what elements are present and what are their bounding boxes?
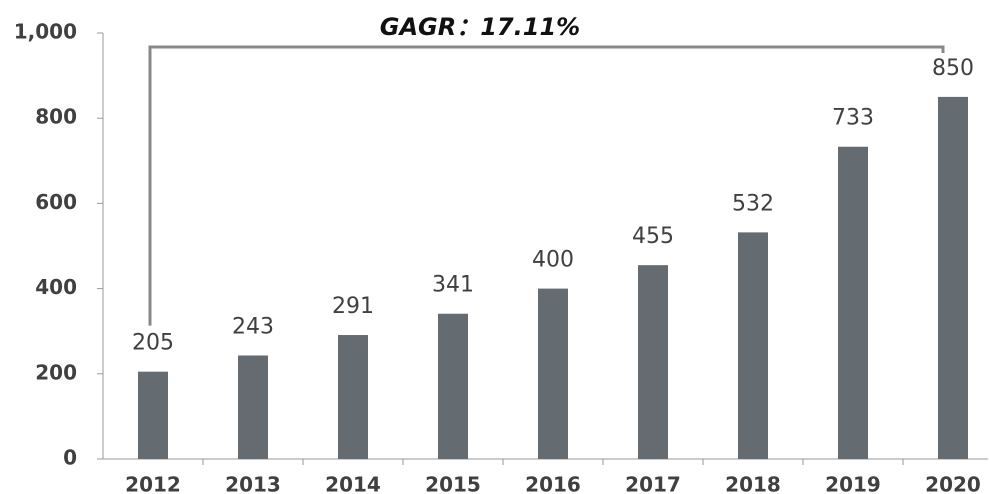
- value-label: 455: [632, 224, 674, 249]
- value-label: 291: [332, 294, 374, 319]
- x-tick-label: 2013: [225, 473, 281, 494]
- y-tick-label: 200: [35, 360, 77, 384]
- value-label: 850: [932, 56, 974, 81]
- bar: [838, 146, 868, 459]
- x-tick-label: 2015: [425, 473, 481, 494]
- value-label: 243: [232, 314, 274, 339]
- cagr-bracket: [148, 45, 945, 326]
- value-label: 205: [132, 331, 174, 356]
- x-tick-label: 2012: [125, 473, 181, 494]
- bar: [638, 265, 668, 459]
- y-tick-label: 600: [35, 190, 77, 214]
- bar: [238, 355, 268, 459]
- x-tick-label: 2017: [625, 473, 681, 494]
- x-tick-label: 2014: [325, 473, 381, 494]
- x-tick-label: 2020: [925, 473, 981, 494]
- bar: [438, 313, 468, 459]
- value-label: 532: [732, 191, 774, 216]
- y-tick-label: 800: [35, 105, 77, 129]
- bar: [938, 96, 968, 460]
- value-label: 733: [832, 106, 874, 131]
- x-tick-label: 2018: [725, 473, 781, 494]
- bar: [538, 288, 568, 459]
- bar: [338, 335, 368, 459]
- y-tick-label: 400: [35, 275, 77, 299]
- y-tick-label: 0: [63, 446, 77, 470]
- x-tick-label: 2019: [825, 473, 881, 494]
- x-tick-label: 2016: [525, 473, 581, 494]
- value-label: 400: [532, 248, 574, 273]
- annotation: GAGR：17.11%: [380, 13, 580, 41]
- bar: [138, 371, 168, 459]
- bar: [738, 232, 768, 459]
- value-label: 341: [432, 273, 474, 298]
- y-tick-label: 1,000: [14, 20, 77, 44]
